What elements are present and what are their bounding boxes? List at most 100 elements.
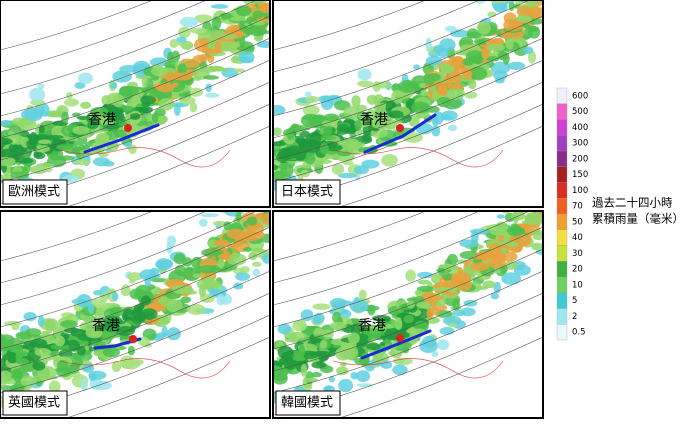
rain-area: [405, 270, 416, 282]
rain-area: [440, 64, 454, 73]
hk-dot: [129, 335, 137, 343]
rain-area: [531, 243, 542, 251]
rain-area: [533, 231, 543, 235]
rain-area: [212, 16, 222, 29]
rain-area: [179, 93, 190, 97]
rain-area: [178, 27, 191, 38]
rain-area: [315, 159, 332, 163]
colorbar-swatch: [557, 324, 567, 340]
rain-area: [199, 54, 208, 62]
colorbar-swatch: [557, 246, 567, 262]
rain-area: [252, 262, 262, 267]
rain-area: [498, 235, 505, 242]
rain-area: [418, 280, 431, 285]
rain-area: [236, 5, 252, 16]
colorbar-label: 100: [572, 186, 588, 196]
rain-area: [158, 98, 174, 110]
rain-area: [523, 46, 533, 54]
model-label: 韓國模式: [281, 396, 333, 411]
rain-area: [180, 296, 191, 303]
rain-area: [16, 158, 33, 164]
colorbar-label: 300: [572, 139, 588, 149]
rain-area: [235, 212, 241, 222]
rain-area: [167, 52, 173, 64]
rain-area: [394, 317, 402, 330]
rain-area: [497, 214, 505, 218]
rain-area: [0, 120, 11, 126]
rain-area: [351, 95, 360, 107]
rain-area: [311, 362, 326, 369]
rain-area: [103, 161, 114, 167]
rain-area: [493, 2, 507, 13]
rain-area: [141, 308, 158, 320]
rain-area: [110, 82, 117, 89]
rain-area: [248, 252, 257, 260]
colorbar-label: 70: [572, 202, 583, 212]
rain-area: [179, 96, 195, 104]
rain-area: [367, 305, 375, 316]
colorbar-swatch: [557, 293, 567, 309]
legend-title: 累積雨量（毫米）: [592, 212, 684, 226]
rain-area: [96, 308, 105, 316]
city-label: 香港: [92, 318, 120, 334]
colorbar-label: 30: [572, 249, 583, 259]
colorbar-label: 5: [572, 296, 577, 306]
rain-area: [240, 266, 250, 273]
rain-area: [336, 367, 348, 376]
colorbar-label: 500: [572, 107, 588, 117]
rain-area: [506, 39, 514, 50]
rain-area: [99, 292, 108, 303]
colorbar-label: 600: [572, 91, 588, 101]
hk-dot: [124, 124, 132, 132]
rain-area: [433, 45, 444, 53]
rain-area: [273, 127, 282, 136]
rain-area: [305, 92, 311, 98]
rain-area: [516, 15, 532, 22]
rain-area: [16, 331, 33, 339]
rain-area: [174, 253, 186, 264]
rain-area: [483, 280, 496, 288]
rain-area: [448, 124, 457, 131]
rain-area: [425, 38, 431, 52]
rain-area: [477, 22, 491, 34]
colorbar-swatch: [557, 230, 567, 246]
rain-area: [525, 213, 545, 226]
rain-area: [301, 364, 308, 377]
colorbar-swatch: [557, 309, 567, 325]
rain-area: [278, 346, 294, 359]
rain-area: [41, 104, 50, 117]
rain-area: [290, 332, 297, 342]
rain-area: [25, 108, 43, 121]
rain-area: [467, 28, 478, 38]
rain-area: [172, 285, 192, 294]
rain-area: [487, 44, 505, 52]
rain-area: [77, 294, 92, 308]
rain-area: [529, 26, 539, 31]
rain-area: [463, 58, 474, 66]
rain-area: [338, 379, 353, 392]
rain-area: [367, 95, 378, 105]
rain-area: [311, 372, 322, 377]
colorbar-swatch: [557, 104, 567, 120]
rain-area: [78, 73, 93, 84]
rain-area: [38, 139, 51, 144]
rain-area: [452, 310, 465, 316]
rain-area: [112, 94, 124, 107]
rain-area: [151, 67, 167, 77]
rain-area: [205, 93, 220, 98]
city-label: 香港: [360, 112, 388, 128]
rain-area: [279, 358, 290, 364]
rain-area: [155, 261, 167, 269]
rain-area: [167, 235, 176, 246]
rain-area: [322, 121, 332, 127]
rain-area: [11, 323, 19, 330]
rain-area: [38, 316, 45, 327]
model-label: 歐洲模式: [8, 185, 60, 200]
rain-area: [211, 4, 228, 9]
rain-area: [156, 83, 175, 92]
rain-area: [293, 356, 306, 361]
model-label: 日本模式: [281, 185, 333, 200]
rain-area: [137, 107, 149, 112]
rain-area: [185, 61, 199, 68]
rain-area: [221, 16, 229, 20]
